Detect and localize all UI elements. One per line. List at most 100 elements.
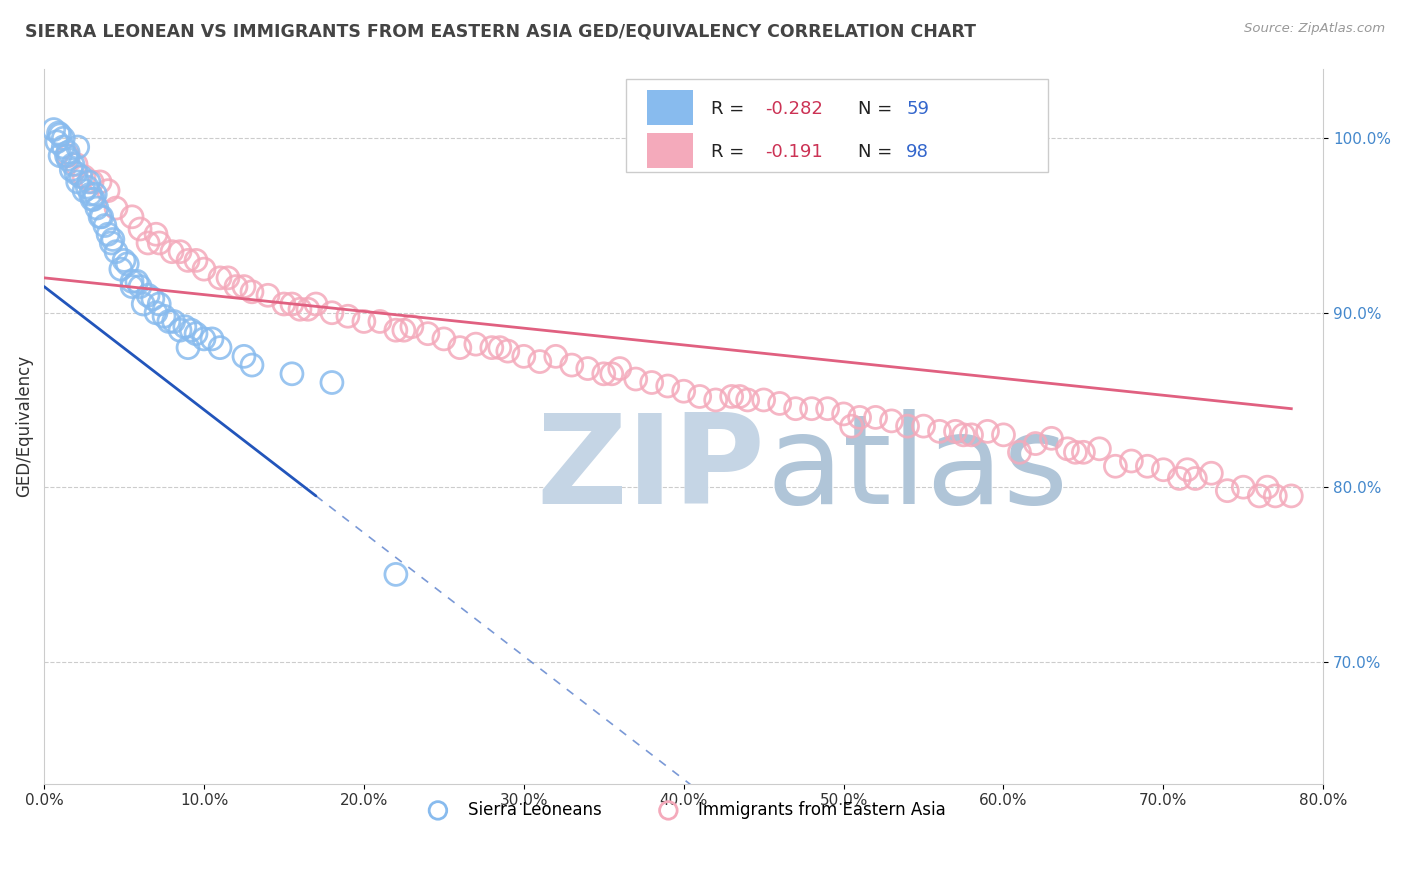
Point (544, 349, 567, 363)
Point (728, 389, 751, 403)
Point (121, 274, 143, 288)
Point (1249, 489, 1271, 503)
Point (153, 310, 176, 324)
Point (960, 427, 983, 442)
Point (160, 244, 183, 259)
Point (66, 175, 89, 189)
Point (576, 361, 599, 376)
Point (136, 235, 159, 250)
Point (1008, 445, 1031, 459)
Point (90, 210, 112, 224)
Point (89, 175, 111, 189)
Point (56, 153, 79, 167)
Point (101, 232, 124, 246)
Point (84, 187, 107, 202)
Point (513, 349, 536, 363)
Text: 98: 98 (907, 143, 929, 161)
Point (121, 279, 143, 293)
Legend: Sierra Leoneans, Immigrants from Eastern Asia: Sierra Leoneans, Immigrants from Eastern… (415, 794, 953, 825)
Point (56, 145, 79, 160)
Point (157, 314, 180, 328)
Point (97, 227, 120, 242)
Point (60, 162, 83, 177)
Point (281, 297, 304, 311)
Point (56, 149, 79, 163)
Point (193, 332, 215, 346)
Point (73, 184, 96, 198)
Point (464, 337, 486, 351)
Point (273, 297, 295, 311)
Point (481, 341, 503, 355)
Point (817, 401, 839, 416)
Point (385, 567, 408, 582)
Point (112, 253, 135, 268)
Point (233, 349, 256, 363)
FancyBboxPatch shape (647, 90, 693, 125)
FancyBboxPatch shape (647, 133, 693, 168)
Point (193, 262, 215, 277)
Point (841, 419, 863, 434)
Point (49, 128, 72, 142)
Text: N =: N = (858, 100, 897, 118)
Point (624, 372, 647, 386)
Text: R =: R = (710, 143, 749, 161)
Point (1024, 436, 1046, 450)
Point (416, 326, 439, 341)
Point (529, 354, 551, 368)
Point (55, 149, 77, 163)
Point (217, 270, 239, 285)
Point (121, 210, 143, 224)
Point (800, 401, 823, 416)
Point (1216, 483, 1239, 498)
Point (225, 279, 247, 293)
Point (976, 425, 998, 439)
Point (752, 392, 775, 407)
Point (201, 332, 224, 346)
Point (1064, 445, 1087, 459)
Point (1104, 459, 1126, 474)
Point (100, 235, 122, 250)
Point (288, 302, 311, 317)
Point (321, 376, 343, 390)
Point (281, 367, 304, 381)
Point (1136, 459, 1159, 474)
Point (1232, 480, 1254, 494)
Point (488, 341, 510, 355)
FancyBboxPatch shape (626, 79, 1049, 172)
Point (208, 270, 231, 285)
Point (65, 166, 87, 180)
Point (1184, 471, 1206, 485)
Point (145, 227, 167, 242)
Point (62, 157, 84, 171)
Point (77, 175, 100, 189)
Point (79, 187, 101, 202)
Point (1088, 442, 1111, 456)
Point (769, 396, 792, 410)
Point (173, 319, 195, 334)
Point (353, 314, 375, 328)
Point (162, 314, 184, 328)
Point (928, 425, 950, 439)
Point (832, 407, 855, 421)
Point (240, 358, 263, 372)
Point (321, 306, 343, 320)
Point (912, 419, 935, 434)
Point (433, 332, 456, 346)
Text: atlas: atlas (766, 409, 1069, 530)
Point (169, 323, 191, 337)
Point (865, 410, 887, 425)
Point (117, 257, 139, 271)
Point (336, 310, 359, 324)
Point (385, 323, 408, 337)
Point (1201, 467, 1223, 481)
Point (136, 288, 159, 302)
Point (689, 389, 711, 403)
Point (70, 169, 93, 184)
Point (737, 392, 759, 407)
Point (184, 326, 207, 341)
Point (880, 414, 903, 428)
Point (105, 244, 128, 259)
Point (83, 192, 105, 206)
Point (1175, 463, 1198, 477)
Y-axis label: GED/Equivalency: GED/Equivalency (15, 355, 32, 497)
